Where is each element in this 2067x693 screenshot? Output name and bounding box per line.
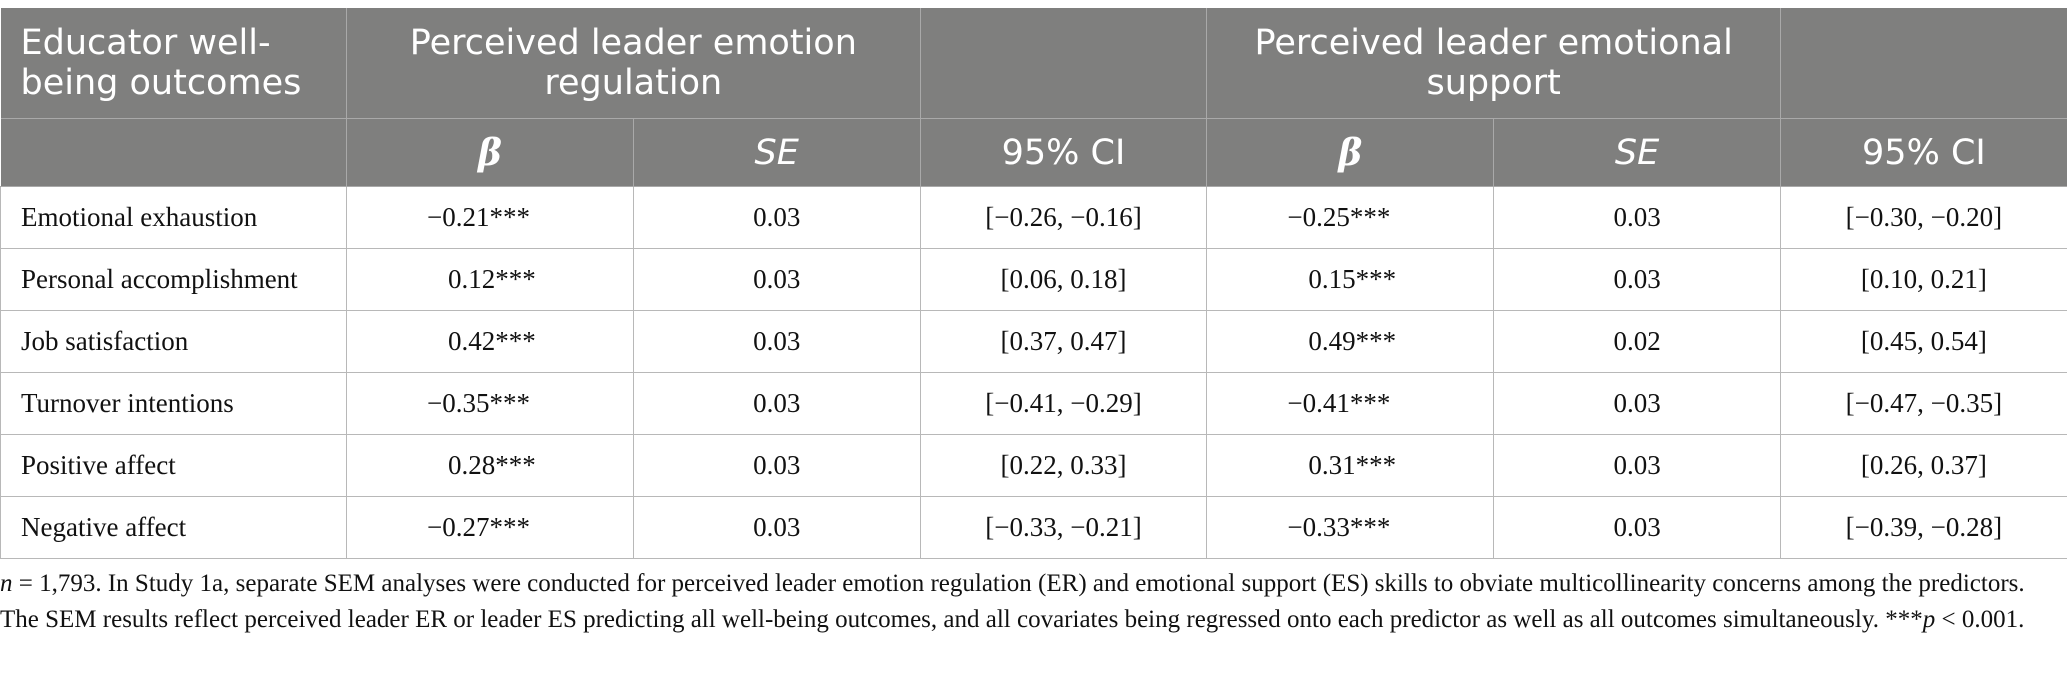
footnote-p-text: < 0.001.: [1935, 606, 2025, 633]
header-blank: [0, 118, 347, 187]
row-es-beta: −0.25***: [1206, 186, 1495, 249]
header-group-er-spacer: [920, 8, 1208, 119]
row-er-se: 0.03: [633, 496, 921, 559]
row-es-se: 0.03: [1493, 496, 1781, 559]
footnote-p-symbol: p: [1922, 606, 1936, 633]
row-es-beta: −0.41***: [1206, 372, 1495, 435]
table-row: Positive affect 0.28*** 0.03 [0.22, 0.33…: [0, 434, 2067, 497]
row-outcome: Job satisfaction: [0, 310, 347, 373]
row-outcome: Turnover intentions: [0, 372, 347, 435]
row-es-se: 0.03: [1493, 434, 1781, 497]
header-er-ci: 95% CI: [920, 118, 1208, 187]
header-er-beta: β: [346, 118, 634, 187]
row-es-se: 0.02: [1493, 310, 1781, 373]
row-er-beta: 0.12***: [346, 248, 634, 311]
table-body: Emotional exhaustion −0.21*** 0.03 [−0.2…: [0, 186, 2067, 559]
row-er-beta: 0.42***: [346, 310, 634, 373]
row-er-se: 0.03: [633, 434, 921, 497]
table-row: Personal accomplishment 0.12*** 0.03 [0.…: [0, 248, 2067, 311]
row-er-se: 0.03: [633, 186, 921, 249]
row-er-ci: [−0.26, −0.16]: [920, 186, 1208, 249]
row-outcome: Emotional exhaustion: [0, 186, 347, 249]
results-table: Educator well-being outcomes Perceived l…: [0, 8, 2067, 559]
header-es-se: SE: [1493, 118, 1781, 187]
row-er-beta: −0.21***: [346, 186, 634, 249]
table-footnote: n = 1,793. In Study 1a, separate SEM ana…: [0, 566, 2050, 638]
row-outcome: Positive affect: [0, 434, 347, 497]
row-er-se: 0.03: [633, 372, 921, 435]
footnote-text: = 1,793. In Study 1a, separate SEM analy…: [0, 570, 2025, 633]
header-group-es-spacer: [1780, 8, 2067, 119]
table-row: Job satisfaction 0.42*** 0.03 [0.37, 0.4…: [0, 310, 2067, 373]
row-es-beta: 0.15***: [1206, 248, 1495, 311]
row-outcome: Negative affect: [0, 496, 347, 559]
row-er-ci: [−0.41, −0.29]: [920, 372, 1208, 435]
row-er-beta: −0.27***: [346, 496, 634, 559]
header-row-groups: Educator well-being outcomes Perceived l…: [0, 8, 2067, 119]
header-es-beta: β: [1206, 118, 1495, 187]
footnote-n-symbol: n: [0, 570, 13, 597]
row-es-ci: [0.10, 0.21]: [1780, 248, 2067, 311]
row-outcome: Personal accomplishment: [0, 248, 347, 311]
row-es-se: 0.03: [1493, 372, 1781, 435]
row-es-ci: [−0.30, −0.20]: [1780, 186, 2067, 249]
row-es-se: 0.03: [1493, 186, 1781, 249]
header-er-se: SE: [633, 118, 921, 187]
table-header: Educator well-being outcomes Perceived l…: [0, 8, 2067, 187]
header-group-er: Perceived leader emotion regulation: [346, 8, 921, 119]
table-row: Turnover intentions −0.35*** 0.03 [−0.41…: [0, 372, 2067, 435]
results-table-container: Educator well-being outcomes Perceived l…: [0, 8, 2067, 559]
row-er-ci: [0.06, 0.18]: [920, 248, 1208, 311]
table-row: Emotional exhaustion −0.21*** 0.03 [−0.2…: [0, 186, 2067, 249]
row-er-ci: [−0.33, −0.21]: [920, 496, 1208, 559]
row-er-se: 0.03: [633, 310, 921, 373]
row-es-beta: −0.33***: [1206, 496, 1495, 559]
row-er-ci: [0.37, 0.47]: [920, 310, 1208, 373]
header-es-ci: 95% CI: [1780, 118, 2067, 187]
header-outcomes: Educator well-being outcomes: [0, 8, 347, 119]
row-er-beta: 0.28***: [346, 434, 634, 497]
table-row: Negative affect −0.27*** 0.03 [−0.33, −0…: [0, 496, 2067, 559]
row-er-se: 0.03: [633, 248, 921, 311]
row-es-ci: [0.45, 0.54]: [1780, 310, 2067, 373]
header-group-es: Perceived leader emotional support: [1206, 8, 1781, 119]
row-er-ci: [0.22, 0.33]: [920, 434, 1208, 497]
row-es-ci: [0.26, 0.37]: [1780, 434, 2067, 497]
header-row-stats: β SE 95% CI β SE 95% CI: [0, 118, 2067, 187]
row-es-beta: 0.49***: [1206, 310, 1495, 373]
row-es-se: 0.03: [1493, 248, 1781, 311]
row-es-beta: 0.31***: [1206, 434, 1495, 497]
row-es-ci: [−0.47, −0.35]: [1780, 372, 2067, 435]
row-es-ci: [−0.39, −0.28]: [1780, 496, 2067, 559]
row-er-beta: −0.35***: [346, 372, 634, 435]
